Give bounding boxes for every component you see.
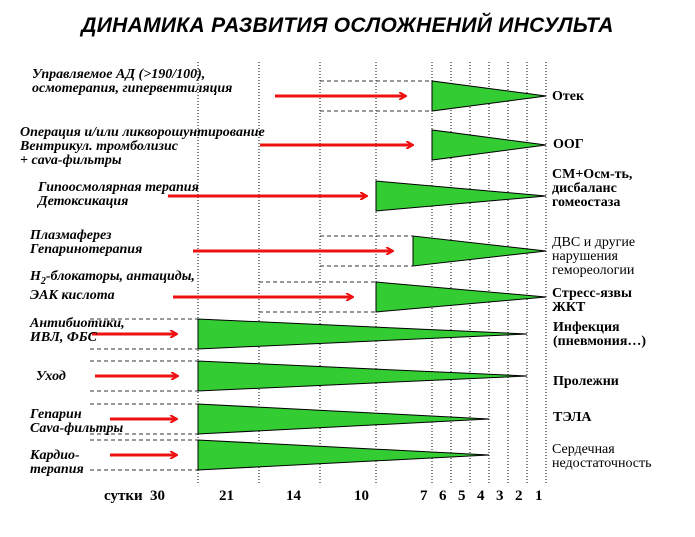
therapy-line: ЭАК кислота	[30, 287, 115, 303]
therapy-label-heparin: Гепарин Cava-фильтры	[30, 408, 123, 436]
outcome-line: гемореологии	[552, 263, 635, 278]
outcome-line: гомеостаза	[552, 195, 621, 210]
outcome-label-dic: ДВС и другие нарушения гемореологии	[552, 236, 635, 278]
axis-tick-label: 4	[477, 488, 485, 504]
outcome-line: СМ+Осм-ть,	[552, 167, 633, 182]
therapy-line: + cava-фильтры	[20, 153, 122, 168]
therapy-line: ИВЛ, ФБС	[30, 330, 97, 345]
outcome-label-ulcers: Стресс-язвы ЖКТ	[552, 287, 632, 315]
outcome-label-bedsores: Пролежни	[553, 375, 619, 389]
complication-wedge	[431, 80, 547, 112]
outcome-line: нарушения	[552, 249, 618, 264]
complication-wedge	[375, 180, 547, 212]
therapy-line: Кардио-	[30, 448, 80, 463]
axis-tick-label: 7	[420, 488, 428, 504]
outcome-line: Стресс-язвы	[552, 286, 632, 301]
axis-tick-label: 30	[150, 488, 165, 504]
axis-tick-label: 2	[515, 488, 523, 504]
page-title: ДИНАМИКА РАЗВИТИЯ ОСЛОЖНЕНИЙ ИНСУЛЬТА	[81, 14, 614, 37]
outcome-line: Отек	[552, 89, 585, 104]
axis-tick-label: 5	[458, 488, 466, 504]
therapy-label-ad: Управляемое АД (>190/100), осмотерапия, …	[32, 68, 232, 96]
complication-wedge	[197, 439, 490, 471]
therapy-label-plasmapheresis: Плазмаферез Гепаринотерапия	[30, 229, 142, 257]
outcome-line: дисбаланс	[552, 181, 617, 196]
outcome-label-edema: Отек	[552, 90, 584, 104]
outcome-line: Пролежни	[553, 374, 619, 389]
outcome-label-pe: ТЭЛА	[553, 411, 592, 425]
axis-tick-label: 21	[219, 488, 234, 504]
outcome-line: недостаточность	[552, 456, 652, 471]
therapy-line: осмотерапия, гипервентиляция	[32, 81, 233, 96]
outcome-label-oog: ООГ	[553, 138, 584, 152]
therapy-line: Операция и/или ликворошунтирование	[20, 125, 265, 140]
outcome-line: ТЭЛА	[553, 410, 592, 425]
therapy-line: терапия	[30, 462, 84, 477]
therapy-label-care: Уход	[36, 370, 66, 384]
outcome-label-homeostasis: СМ+Осм-ть, дисбаланс гомеостаза	[552, 168, 632, 210]
complication-wedge	[375, 281, 547, 313]
complication-wedge	[197, 403, 490, 435]
therapy-line: Н2-блокаторы, антациды,	[30, 269, 195, 287]
axis-tick-label: 10	[354, 488, 369, 504]
outcome-label-heart: Сердечная недостаточность	[552, 443, 652, 471]
outcome-line: ДВС и другие	[552, 235, 636, 250]
therapy-line: Антибиотики,	[30, 316, 125, 331]
axis-label: сутки	[104, 488, 143, 504]
therapy-line: Гепарин	[30, 407, 82, 422]
complication-wedge	[431, 129, 547, 161]
outcome-line: Сердечная	[552, 442, 615, 457]
therapy-line: Вентрикул. тромболизис	[20, 139, 178, 154]
therapy-line: Управляемое АД (>190/100),	[32, 67, 206, 82]
therapy-line: Cava-фильтры	[30, 421, 124, 436]
therapy-label-antibiotics: Антибиотики, ИВЛ, ФБС	[30, 317, 125, 345]
outcome-line: ЖКТ	[552, 300, 586, 315]
complication-wedge	[412, 235, 547, 267]
therapy-label-h2: Н2-блокаторы, антациды, ЭАК кислота	[30, 270, 195, 303]
outcome-line: ООГ	[553, 137, 584, 152]
axis-tick-label: 14	[286, 488, 301, 504]
therapy-label-operation: Операция и/или ликворошунтирование Вентр…	[20, 126, 265, 168]
therapy-line: Детоксикация	[38, 194, 129, 209]
axis-tick-label: 1	[535, 488, 543, 504]
therapy-line: Уход	[36, 369, 66, 384]
outcome-line: (пневмония…)	[553, 334, 647, 349]
outcome-line: Инфекция	[553, 320, 620, 335]
complication-wedge	[197, 360, 528, 392]
therapy-label-hypoosmolar: Гипоосмолярная терапия Детоксикация	[38, 181, 199, 209]
therapy-line: Гепаринотерапия	[30, 242, 143, 257]
therapy-line: Гипоосмолярная терапия	[38, 180, 199, 195]
axis-tick-label: 3	[496, 488, 504, 504]
complication-wedge	[197, 318, 528, 350]
outcome-label-infection: Инфекция (пневмония…)	[553, 321, 646, 349]
axis-tick-label: 6	[439, 488, 447, 504]
therapy-label-cardio: Кардио- терапия	[30, 449, 84, 477]
therapy-line: Плазмаферез	[30, 228, 112, 243]
